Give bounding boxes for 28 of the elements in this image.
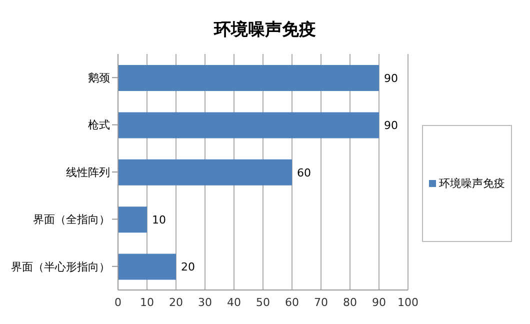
x-tick-label: 90 [372, 296, 386, 309]
y-tick-label: 鹅颈 [88, 72, 110, 85]
y-tick-label: 枪式 [88, 118, 110, 132]
x-tick-label: 20 [169, 296, 183, 309]
data-label: 90 [384, 119, 398, 132]
data-label: 60 [297, 166, 311, 180]
bar [118, 112, 379, 138]
bar [118, 254, 176, 280]
x-tick-label: 100 [398, 296, 418, 309]
bar [118, 206, 147, 233]
x-tick-label: 70 [314, 296, 328, 309]
y-tick-label: 界面（半心形指向） [11, 260, 110, 274]
legend-label: 环境噪声免疫 [439, 176, 505, 190]
chart-title: 环境噪声免疫 [212, 19, 317, 42]
y-tick-label: 界面（全指向） [33, 213, 110, 226]
data-label: 90 [384, 72, 398, 85]
data-label: 10 [152, 214, 166, 227]
x-tick-label: 0 [114, 296, 122, 309]
x-tick-label: 40 [227, 296, 241, 309]
bar [118, 65, 379, 91]
x-tick-label: 50 [256, 296, 270, 309]
x-tick-label: 10 [140, 296, 154, 309]
x-tick-label: 30 [198, 296, 212, 309]
x-tick-label: 80 [343, 296, 357, 309]
y-tick-label: 线性阵列 [66, 166, 110, 179]
data-label: 20 [181, 260, 195, 274]
x-tick-label: 60 [285, 296, 299, 309]
bar [118, 159, 292, 186]
